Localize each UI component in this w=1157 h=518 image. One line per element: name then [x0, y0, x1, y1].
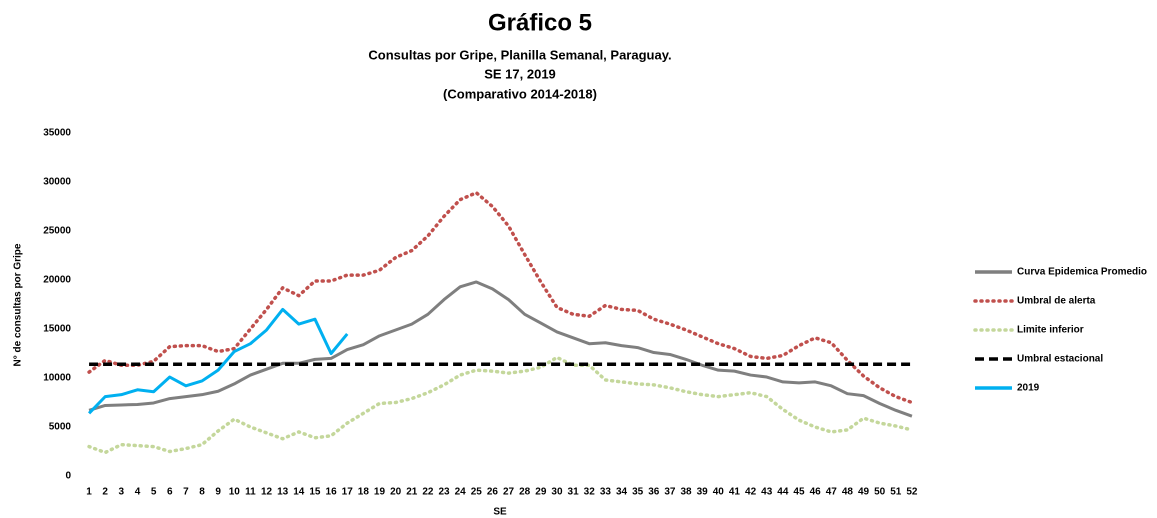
x-tick-label: 40 — [713, 487, 725, 498]
series-line — [87, 307, 349, 415]
x-axis-label: SE — [493, 507, 507, 518]
x-tick-label: 27 — [503, 487, 515, 498]
series-line — [87, 355, 914, 455]
x-tick-label: 52 — [906, 487, 918, 498]
x-tick-label: 49 — [858, 487, 870, 498]
x-tick-label: 17 — [342, 487, 354, 498]
x-tick-label: 22 — [422, 487, 434, 498]
x-tick-label: 10 — [229, 487, 241, 498]
x-tick-label: 8 — [199, 487, 205, 498]
x-tick-label: 51 — [890, 487, 902, 498]
x-tick-label: 19 — [374, 487, 386, 498]
x-tick-label: 37 — [664, 487, 676, 498]
y-tick-label: 15000 — [43, 324, 71, 335]
x-tick-label: 3 — [119, 487, 125, 498]
x-tick-label: 15 — [309, 487, 321, 498]
x-tick-label: 46 — [810, 487, 822, 498]
x-tick-label: 21 — [406, 487, 418, 498]
x-tick-label: 41 — [729, 487, 741, 498]
x-tick-label: 4 — [135, 487, 141, 498]
x-tick-label: 29 — [535, 487, 547, 498]
legend-label: Curva Epidemica Promedio — [1017, 267, 1147, 278]
legend-label: 2019 — [1017, 383, 1040, 394]
x-tick-label: 39 — [697, 487, 709, 498]
x-tick-label: 1 — [86, 487, 92, 498]
x-tick-label: 16 — [326, 487, 338, 498]
x-tick-label: 6 — [167, 487, 173, 498]
y-tick-label: 35000 — [43, 128, 71, 139]
x-tick-label: 24 — [455, 487, 467, 498]
y-tick-label: 10000 — [43, 373, 71, 384]
x-tick-label: 35 — [632, 487, 644, 498]
chart-title: Gráfico 5 — [488, 9, 592, 36]
x-tick-label: 28 — [519, 487, 531, 498]
y-tick-label: 30000 — [43, 177, 71, 188]
legend-label: Umbral estacional — [1017, 354, 1103, 365]
x-tick-label: 32 — [584, 487, 596, 498]
x-tick-label: 50 — [874, 487, 886, 498]
x-tick-label: 13 — [277, 487, 289, 498]
subtitle: Consultas por Gripe, Planilla Semanal, P… — [368, 47, 671, 62]
x-tick-label: 14 — [293, 487, 305, 498]
x-tick-label: 20 — [390, 487, 402, 498]
x-tick-label: 47 — [826, 487, 838, 498]
x-tick-label: 43 — [761, 487, 773, 498]
x-tick-label: 44 — [777, 487, 789, 498]
x-tick-label: 30 — [551, 487, 563, 498]
x-tick-label: 9 — [215, 487, 221, 498]
x-tick-label: 26 — [487, 487, 499, 498]
x-tick-label: 34 — [616, 487, 628, 498]
y-axis-label: N° de consultas por Gripe — [13, 243, 24, 366]
legend-label: Limite inferior — [1017, 325, 1084, 336]
y-tick-label: 20000 — [43, 275, 71, 286]
y-tick-label: 25000 — [43, 226, 71, 237]
subtitle: SE 17, 2019 — [484, 66, 556, 81]
x-tick-label: 48 — [842, 487, 854, 498]
x-tick-label: 36 — [648, 487, 660, 498]
x-tick-label: 18 — [358, 487, 370, 498]
x-tick-label: 7 — [183, 487, 189, 498]
subtitle: (Comparativo 2014-2018) — [443, 86, 597, 101]
x-tick-label: 31 — [568, 487, 580, 498]
series-line — [87, 191, 914, 405]
x-tick-label: 42 — [745, 487, 757, 498]
x-tick-label: 25 — [471, 487, 483, 498]
x-tick-label: 2 — [102, 487, 108, 498]
y-tick-label: 5000 — [49, 422, 72, 433]
x-tick-label: 11 — [245, 487, 256, 498]
x-tick-label: 23 — [438, 487, 450, 498]
x-tick-label: 33 — [600, 487, 612, 498]
x-tick-label: 45 — [793, 487, 805, 498]
series-line — [88, 280, 913, 418]
legend-label: Umbral de alerta — [1017, 296, 1096, 307]
x-tick-label: 38 — [680, 487, 692, 498]
y-tick-label: 0 — [65, 471, 71, 482]
x-tick-label: 5 — [151, 487, 157, 498]
x-tick-label: 12 — [261, 487, 273, 498]
